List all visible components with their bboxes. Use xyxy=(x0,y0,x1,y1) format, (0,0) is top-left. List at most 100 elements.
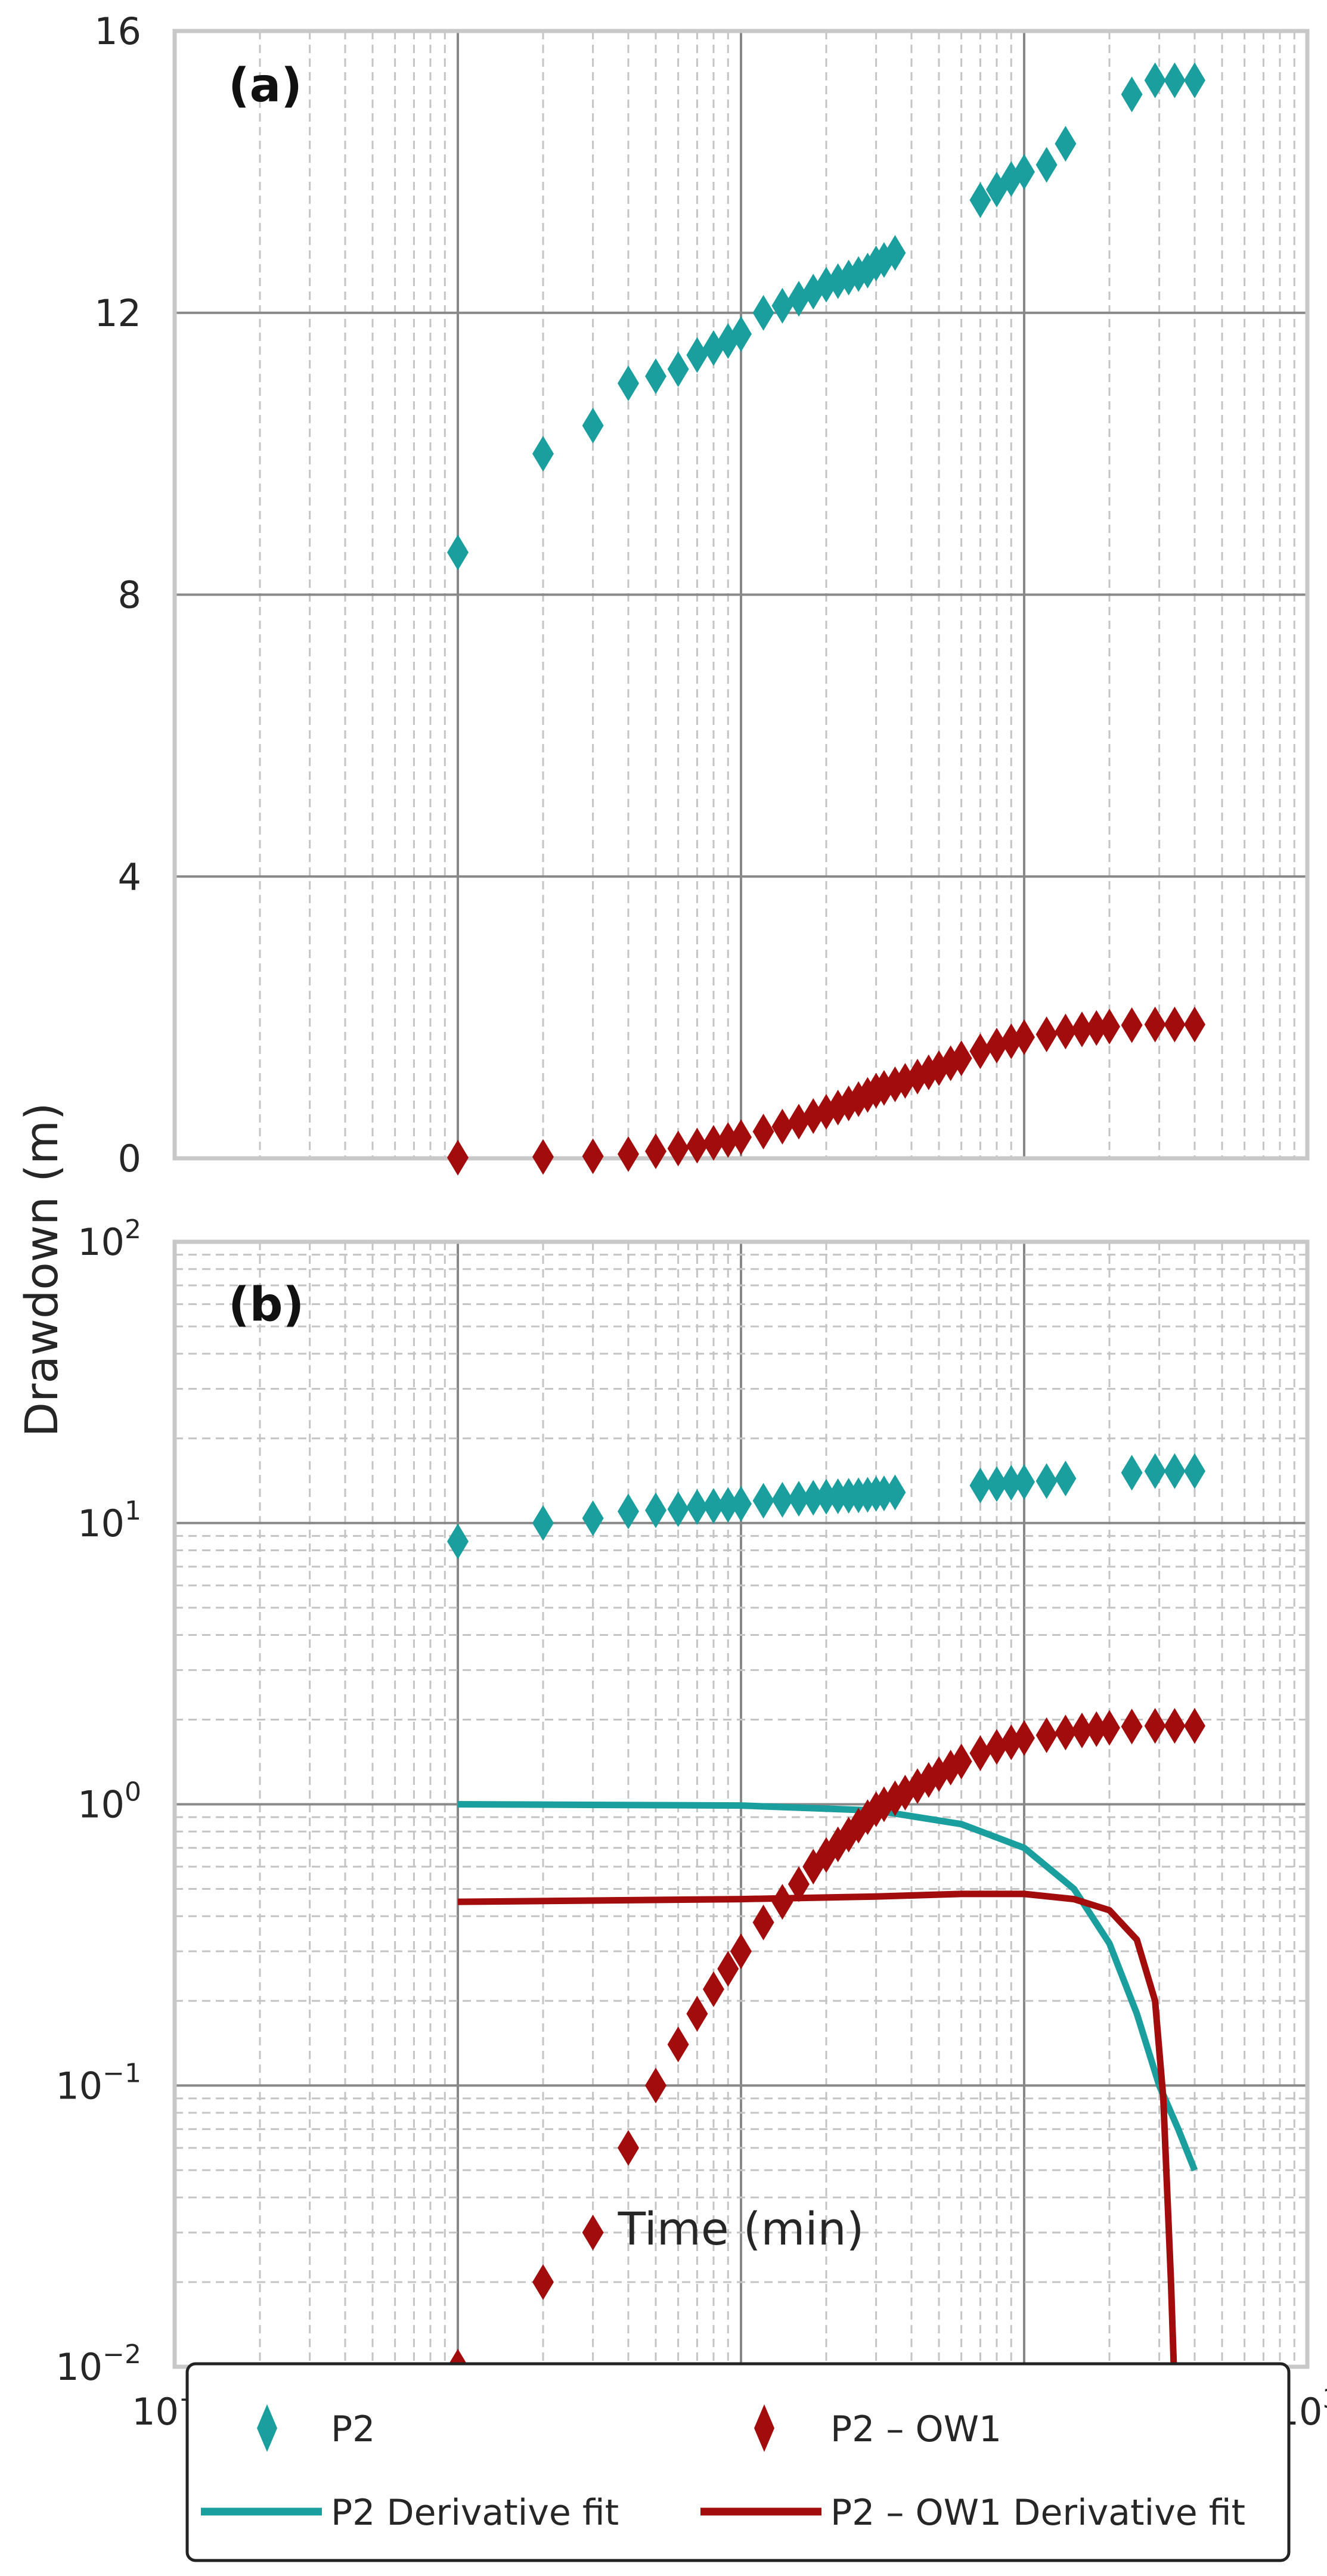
ow1-point xyxy=(617,1136,639,1172)
legend-p2-label: P2 xyxy=(331,2408,375,2450)
ow1-point xyxy=(1121,1007,1143,1043)
ow1-point xyxy=(1071,1011,1093,1047)
panel-a: 0 4 8 12 16 (a) xyxy=(94,10,1310,1180)
ow1-point xyxy=(702,1124,724,1161)
ow1-point xyxy=(1098,1008,1120,1044)
p2-point xyxy=(645,1492,667,1529)
p2-point xyxy=(717,1487,739,1523)
p2-point xyxy=(686,1489,708,1525)
p2-point xyxy=(617,1493,639,1530)
ow1-point xyxy=(717,1951,739,1987)
p2-point xyxy=(1035,1463,1058,1499)
ow1-point xyxy=(1183,1006,1205,1043)
ow1-point xyxy=(582,2214,604,2250)
ow1-point xyxy=(617,2129,639,2166)
p2-point xyxy=(1164,62,1186,98)
legend-frame xyxy=(185,2362,1291,2562)
p2-point xyxy=(969,1467,991,1504)
ow1-point xyxy=(1086,1010,1108,1046)
p2-point xyxy=(1055,1461,1077,1497)
p2-point xyxy=(985,1466,1007,1502)
p2-point xyxy=(447,534,469,571)
legend-ow1-label: P2 – OW1 xyxy=(830,2408,1002,2450)
ow1-point xyxy=(787,1866,810,1902)
legend-ow1-marker xyxy=(754,2404,774,2452)
ow1-point xyxy=(1164,1006,1186,1043)
ow1-point xyxy=(1098,1710,1120,1746)
ow1-point xyxy=(1035,1016,1058,1052)
p2-point xyxy=(617,365,639,401)
y-tick-label: 10−1 xyxy=(55,2058,141,2107)
ow1-point xyxy=(1055,1715,1077,1751)
ow1-point xyxy=(1013,1720,1035,1756)
axes-frame xyxy=(172,29,1310,1161)
ow1-point xyxy=(771,1108,793,1145)
ow1-point xyxy=(1183,1707,1205,1744)
p2-point xyxy=(1013,154,1035,190)
p2-point xyxy=(582,1500,604,1536)
ow1-point xyxy=(950,1743,972,1780)
p2-point xyxy=(771,287,793,324)
panel-label: (b) xyxy=(228,1278,304,1332)
legend-p2-marker xyxy=(257,2404,277,2452)
p2-point xyxy=(532,1505,554,1541)
legend: P2 P2 – OW1 P2 Derivative fit P2 – OW1 D… xyxy=(185,2362,1291,2562)
p2-point xyxy=(686,337,708,373)
ow1-point xyxy=(532,1139,554,1175)
p2-point xyxy=(802,1480,824,1516)
ow1-point xyxy=(950,1040,972,1077)
ow1-point xyxy=(717,1122,739,1158)
p2-point xyxy=(1000,1465,1022,1501)
p2-point xyxy=(787,1481,810,1517)
ow1-point xyxy=(1086,1711,1108,1747)
p2-point xyxy=(730,316,752,352)
y-tick-label: 8 xyxy=(118,574,141,617)
ow1-point xyxy=(667,2026,689,2063)
p2-point xyxy=(645,358,667,395)
ow1-point xyxy=(730,1933,752,1970)
legend-ow1-fit-label: P2 – OW1 Derivative fit xyxy=(830,2492,1245,2534)
p2-point xyxy=(730,1486,752,1522)
p2-point xyxy=(1013,1464,1035,1500)
x-axis-label: Time (min) xyxy=(618,2202,864,2255)
p2-point xyxy=(1164,1453,1186,1489)
ow1-point xyxy=(1013,1019,1035,1055)
p2-point xyxy=(1121,1455,1143,1491)
ow1-point xyxy=(1164,1707,1186,1744)
ow1-point xyxy=(1055,1013,1077,1050)
p2-point xyxy=(1144,62,1166,98)
y-tick-label: 100 xyxy=(77,1777,141,1827)
p2-point xyxy=(1183,62,1205,98)
p2-point xyxy=(815,1478,837,1515)
y-tick-label: 4 xyxy=(118,855,141,898)
ow1-point xyxy=(752,1114,774,1150)
p2-point xyxy=(1183,1453,1205,1489)
ow1-point xyxy=(447,1139,469,1176)
p2-point xyxy=(771,1481,793,1518)
p2-point xyxy=(447,1523,469,1560)
p2-point xyxy=(752,295,774,331)
ow1-point xyxy=(1035,1717,1058,1753)
p2-point xyxy=(1035,147,1058,183)
ow1-point xyxy=(1144,1006,1166,1043)
p2-point xyxy=(969,182,991,218)
y-tick-label: 0 xyxy=(118,1137,141,1180)
panel-label: (a) xyxy=(228,59,302,113)
ow1-point xyxy=(985,1729,1007,1765)
p2-point xyxy=(582,407,604,444)
y-tick-label: 101 xyxy=(77,1496,141,1545)
ow1-point xyxy=(985,1027,1007,1064)
p2-point xyxy=(1144,1453,1166,1489)
ow1-point xyxy=(667,1130,689,1167)
p2-point xyxy=(1121,76,1143,113)
ow1-point xyxy=(1144,1707,1166,1744)
ow1-derivative-fit-line xyxy=(457,1890,1178,2394)
ow1-point xyxy=(582,1138,604,1174)
p2-point xyxy=(752,1483,774,1519)
y-tick-label: 10−2 xyxy=(55,2339,141,2389)
p2-point xyxy=(667,351,689,388)
y-tick-label: 16 xyxy=(94,10,141,53)
p2-point xyxy=(702,1488,724,1524)
ow1-point xyxy=(1071,1712,1093,1749)
ow1-point xyxy=(787,1103,810,1140)
